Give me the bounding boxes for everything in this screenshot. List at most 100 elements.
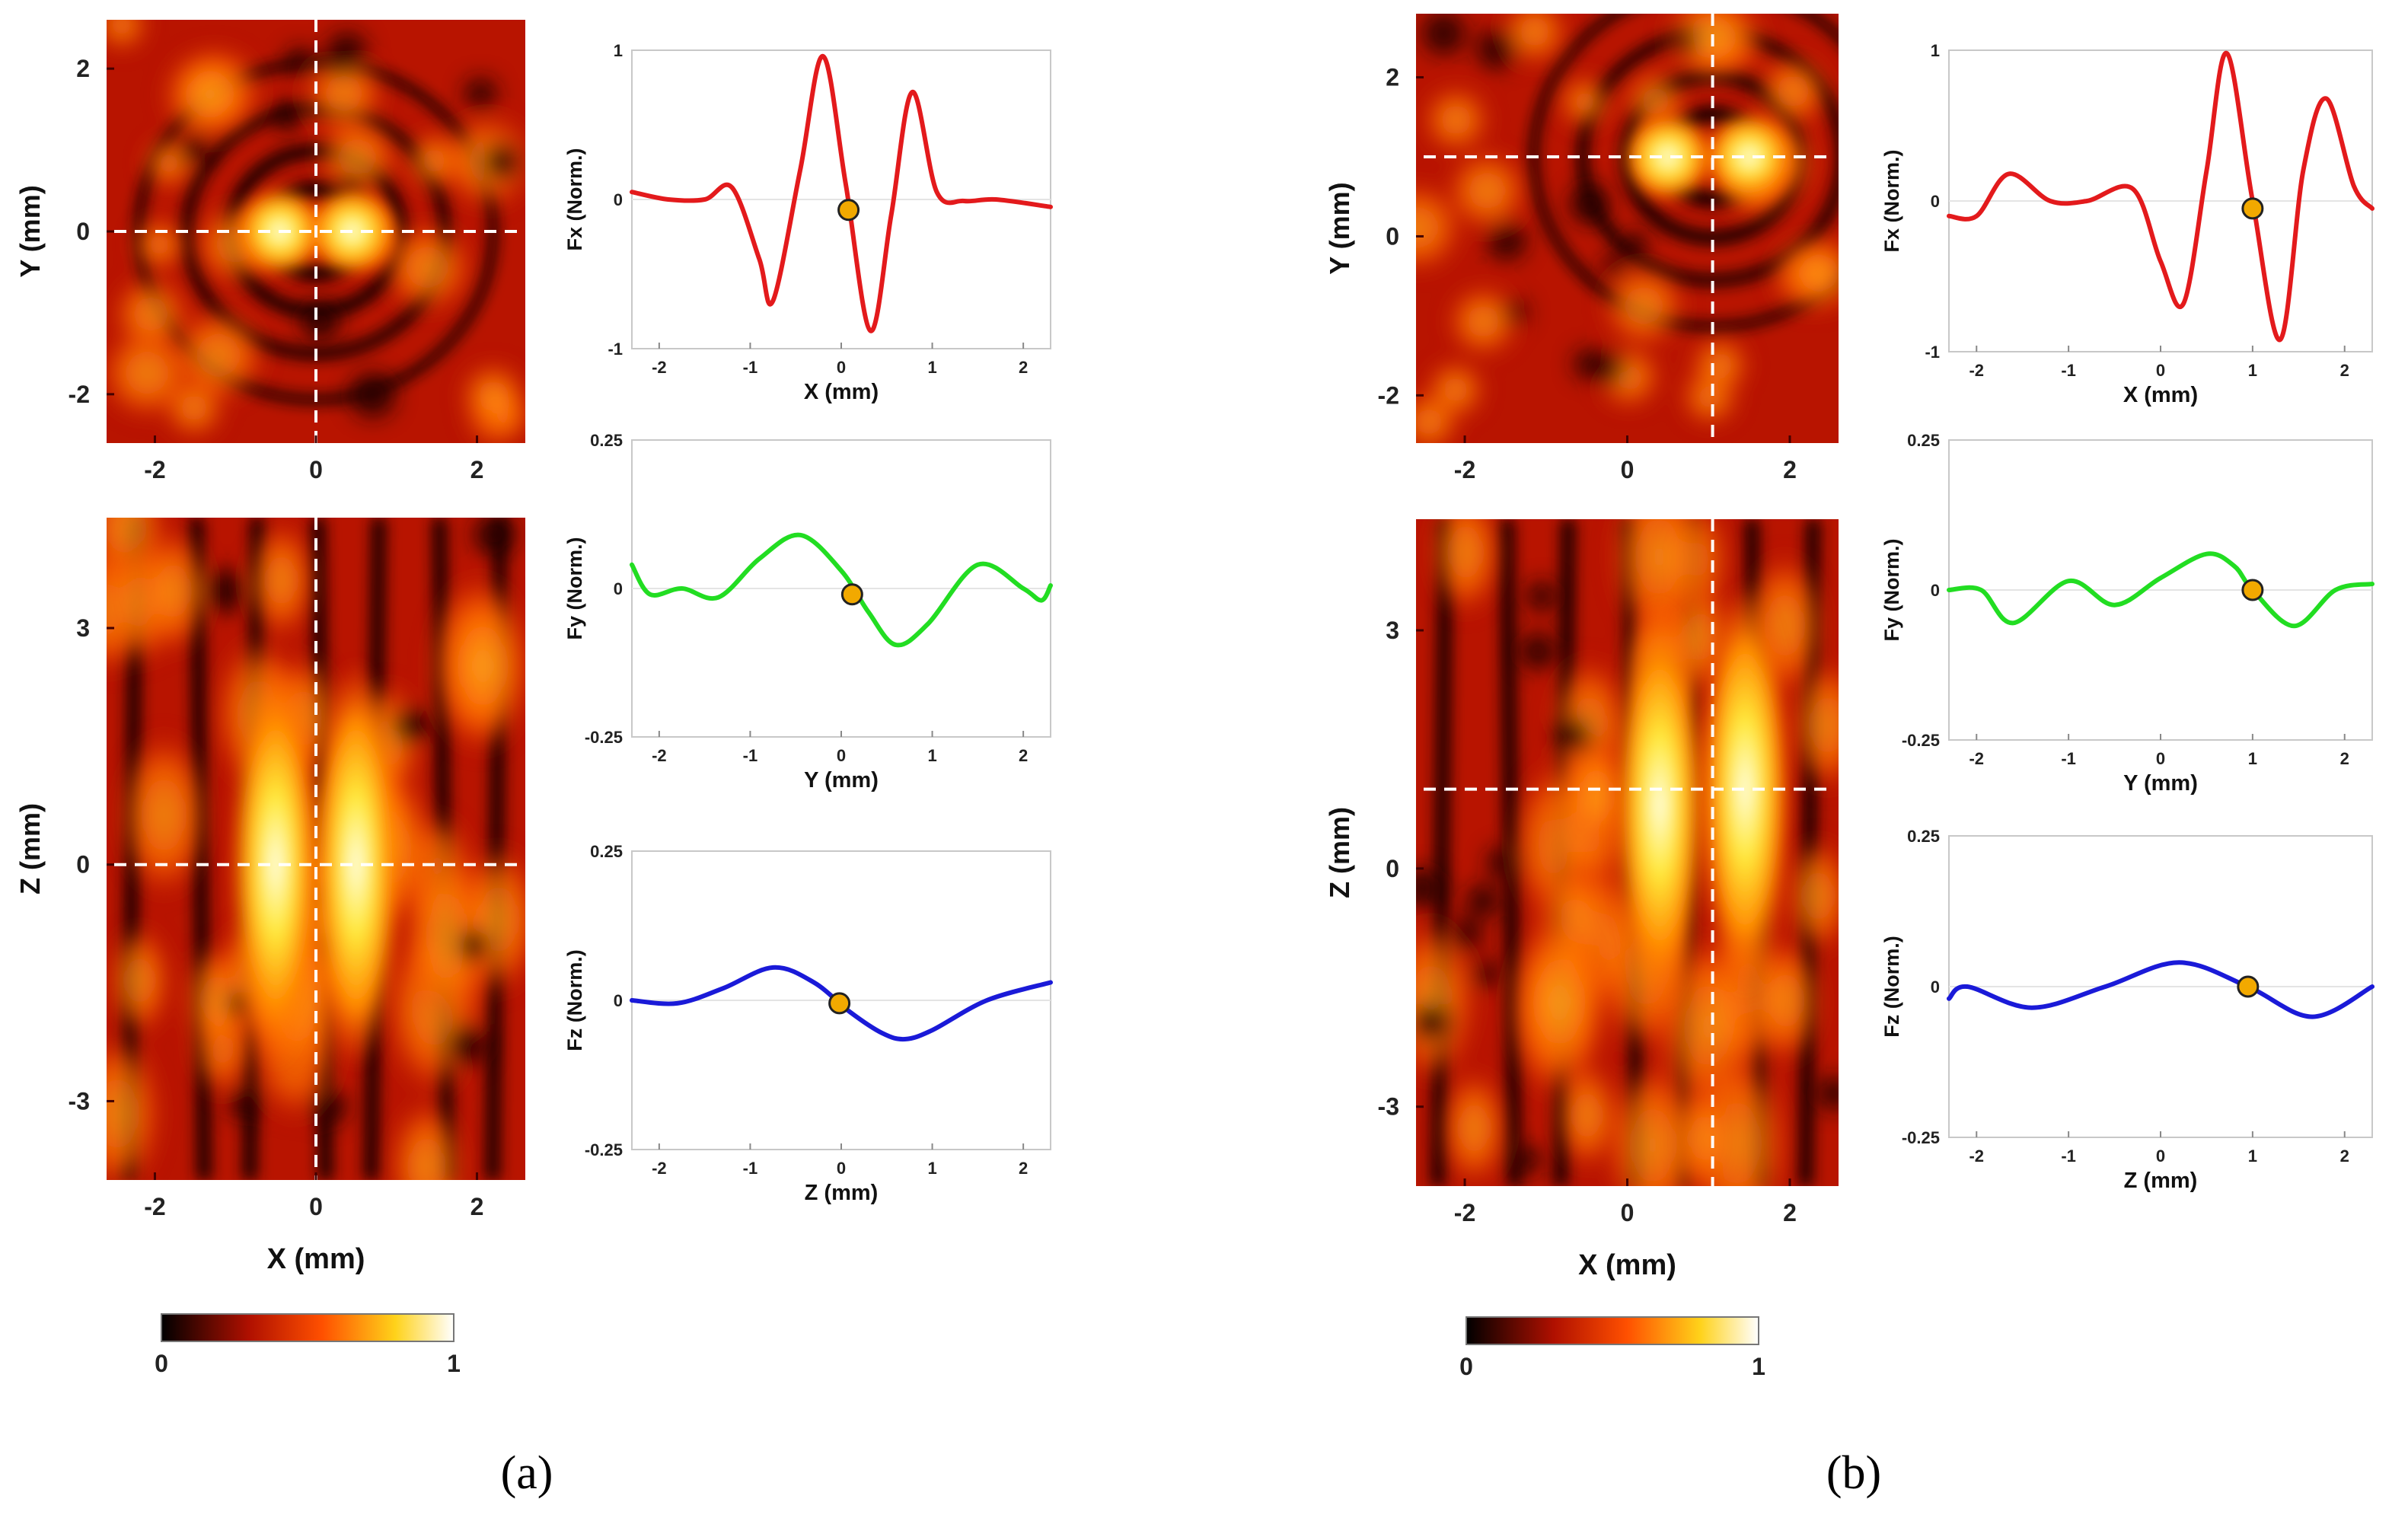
y-tick-label: 0: [614, 991, 623, 1010]
colorbar-max-label: 1: [1752, 1353, 1765, 1380]
x-tick-label: -2: [1969, 361, 1984, 380]
x-tick-label: -2: [652, 1159, 667, 1178]
y-tick-label: -3: [1378, 1093, 1399, 1121]
null-spot: [1472, 959, 1501, 990]
x-tick-label: -2: [1969, 1146, 1984, 1166]
y-tick-label: 1: [1931, 41, 1940, 60]
y-tick-label: -2: [1378, 381, 1399, 409]
y-axis-label: Fx (Norm.): [1880, 150, 1903, 253]
heatmap-axes: -2 0 2 -3 0 3 Z (mm) X (mm): [14, 614, 483, 1275]
secondary-lobe: [1780, 232, 1839, 314]
x-axis-label: Y (mm): [804, 768, 879, 792]
secondary-lobe: [247, 520, 315, 640]
colorbar-gradient: [161, 1313, 454, 1342]
x-axis-label: X (mm): [267, 1243, 365, 1275]
lineplot-fx-plot: -2 -1 0 1 2 -1 0 1 Fx (Norm.) X (mm): [1880, 41, 2375, 407]
y-tick-label: 1: [614, 41, 623, 60]
x-tick-label: 0: [2156, 361, 2165, 380]
null-spot: [1416, 1003, 1451, 1042]
x-axis-label: X (mm): [1578, 1249, 1676, 1281]
secondary-lobe: [459, 361, 525, 430]
lineplot-fy-plot: -2 -1 0 1 2 -0.25 0 0.25 Fy (Norm.) Y (mm): [563, 431, 1053, 792]
secondary-lobe: [1508, 906, 1612, 1092]
x-tick-label: 1: [2248, 1146, 2257, 1166]
x-tick-label: 0: [1621, 1199, 1635, 1226]
intensity-peak: [1612, 598, 1708, 1012]
x-tick-label: 2: [1783, 456, 1797, 483]
null-spot: [1487, 221, 1526, 260]
y-tick-label: 0: [1931, 977, 1940, 997]
intensity-peak: [1702, 109, 1797, 205]
x-tick-label: 0: [2156, 749, 2165, 768]
secondary-lobe: [111, 274, 190, 353]
null-spot: [178, 133, 212, 167]
null-spot: [402, 709, 432, 739]
secondary-lobe: [137, 525, 210, 656]
null-spot: [474, 518, 515, 556]
null-spot: [445, 1023, 489, 1067]
null-spot: [456, 928, 490, 962]
heatmap-peaks: [228, 659, 403, 1070]
position-marker: [2237, 975, 2260, 998]
secondary-lobe: [1558, 75, 1612, 129]
y-tick-label: -3: [69, 1087, 90, 1115]
x-axis-label: X (mm): [2123, 383, 2198, 407]
x-tick-label: 2: [1019, 358, 1028, 377]
intensity-peak: [1697, 582, 1793, 996]
x-tick-label: 1: [2248, 749, 2257, 768]
secondary-lobe: [116, 730, 212, 900]
x-tick-label: 0: [837, 746, 846, 765]
null-spot: [1519, 632, 1557, 671]
secondary-lobe: [388, 1097, 465, 1180]
x-tick-label: 0: [837, 358, 846, 377]
y-axis-label: Z (mm): [1324, 807, 1355, 898]
x-tick-label: -1: [2061, 361, 2076, 380]
secondary-lobe: [107, 20, 149, 52]
x-tick-label: -2: [144, 456, 165, 483]
secondary-lobe: [1500, 14, 1569, 66]
x-tick-label: 1: [2248, 361, 2257, 380]
y-tick-label: 0: [1386, 222, 1399, 250]
y-tick-label: 2: [76, 55, 90, 82]
heatmap-xz-map: -2 0 2 -3 0 3 Z (mm) X (mm): [14, 518, 525, 1275]
y-tick-label: 3: [76, 614, 90, 642]
x-tick-label: 0: [309, 456, 323, 483]
y-tick-label: 0.25: [590, 431, 623, 450]
y-tick-label: 2: [1386, 64, 1399, 91]
secondary-lobe: [1600, 263, 1687, 349]
data-series: [1947, 551, 2375, 629]
y-tick-label: -2: [69, 381, 90, 408]
null-spot: [1569, 183, 1610, 225]
y-axis-label: Y (mm): [14, 185, 46, 277]
secondary-lobe: [1416, 390, 1461, 443]
null-spot: [228, 1086, 260, 1119]
y-tick-label: 0: [614, 579, 623, 598]
null-spot: [301, 302, 340, 342]
y-axis-label: Fz (Norm.): [563, 949, 586, 1051]
null-spot: [1602, 254, 1628, 279]
x-tick-label: -2: [1454, 456, 1475, 483]
null-spot: [1526, 581, 1558, 612]
data-series: [630, 965, 1053, 1042]
null-spot: [1486, 847, 1518, 879]
x-tick-label: 2: [1783, 1199, 1797, 1226]
position-marker: [2241, 197, 2264, 220]
data-series: [1947, 50, 2375, 343]
null-spot: [273, 102, 303, 132]
secondary-lobe: [1446, 149, 1529, 232]
colorbar-min-label: 0: [1459, 1353, 1473, 1380]
secondary-lobe: [1756, 54, 1830, 129]
y-tick-label: 0: [76, 218, 90, 245]
position-marker: [840, 583, 863, 606]
secondary-lobe: [159, 46, 257, 144]
intensity-peak: [309, 659, 403, 1070]
x-tick-label: -2: [652, 746, 667, 765]
secondary-lobe: [1441, 1068, 1507, 1186]
y-tick-label: 0: [614, 190, 623, 209]
secondary-lobe: [162, 376, 226, 439]
heatmap-axes: -2 0 2 -2 0 2 Y (mm): [1324, 64, 1797, 483]
null-spot: [327, 32, 368, 72]
